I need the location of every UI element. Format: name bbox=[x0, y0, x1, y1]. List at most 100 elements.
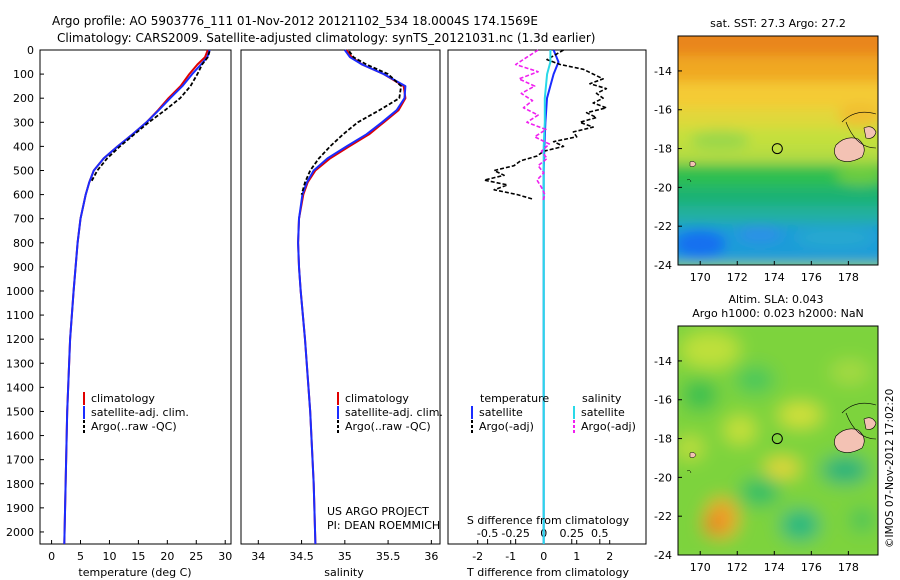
legend-label-climatology: climatology bbox=[345, 392, 409, 405]
difference-legend: temperature salinity satellite Argo(-adj… bbox=[471, 392, 636, 433]
x-tick-label: 20 bbox=[160, 550, 174, 563]
series-satellite-adj-clim bbox=[297, 49, 407, 545]
depth-tick-label: 1800 bbox=[6, 478, 34, 491]
x-tick-label: 35 bbox=[338, 550, 352, 563]
x-tick-label: 10 bbox=[102, 550, 116, 563]
difference-series bbox=[483, 49, 608, 544]
depth-tick-label: 0 bbox=[27, 44, 34, 57]
sst-lat-axis: -14 -16 -18 -20 -22 -24 bbox=[654, 65, 682, 272]
series-satellite-adj-clim bbox=[63, 49, 211, 545]
series-argo-raw-qc bbox=[300, 50, 403, 195]
lat-tick-label: -24 bbox=[654, 259, 672, 272]
imos-timestamp: ©IMOS 07-Nov-2012 17:02:20 bbox=[884, 389, 896, 548]
legend-label-temp-argo: Argo(-adj) bbox=[479, 420, 534, 433]
lon-tick-label: 178 bbox=[838, 271, 859, 284]
lat-tick-label: -18 bbox=[654, 433, 672, 446]
sst-field bbox=[678, 36, 878, 265]
temperature-series bbox=[63, 49, 211, 545]
sla-map: Altim. SLA: 0.043 Argo h1000: 0.023 h200… bbox=[654, 293, 879, 574]
legend-header-temperature: temperature bbox=[480, 392, 549, 405]
lon-tick-label: 176 bbox=[801, 271, 822, 284]
sst-map-frame bbox=[677, 35, 879, 266]
series-argo-raw-qc bbox=[90, 50, 211, 183]
legend-label-argo: Argo(..raw -QC) bbox=[91, 420, 177, 433]
sla-land bbox=[686, 402, 877, 474]
x-tick-label: 34.5 bbox=[289, 550, 314, 563]
lat-tick-label: -14 bbox=[654, 355, 672, 368]
sla-float-marker bbox=[771, 433, 783, 445]
lon-tick-label: 174 bbox=[764, 271, 785, 284]
legend-label-sal-argo: Argo(-adj) bbox=[581, 420, 636, 433]
series-salinity-argo-adj bbox=[514, 49, 551, 203]
salinity-panel: 34 34.5 35 35.5 36 salinity climatology sate… bbox=[240, 49, 443, 579]
depth-tick-label: 1600 bbox=[6, 430, 34, 443]
depth-tick-label: 1200 bbox=[6, 333, 34, 346]
lon-tick-label: 176 bbox=[801, 561, 822, 574]
depth-tick-label: 1300 bbox=[6, 357, 34, 370]
x-tick-label: 34 bbox=[251, 550, 265, 563]
depth-tick-label: 900 bbox=[13, 261, 34, 274]
x-tick-label: 1 bbox=[573, 550, 580, 563]
sst-map-title: sat. SST: 27.3 Argo: 27.2 bbox=[710, 17, 846, 30]
sst-land bbox=[686, 111, 877, 183]
lon-tick-label: 178 bbox=[838, 561, 859, 574]
depth-tick-label: 1100 bbox=[6, 309, 34, 322]
depth-tick-label: 2000 bbox=[6, 526, 34, 539]
lat-tick-label: -22 bbox=[654, 510, 672, 523]
depth-tick-label: 400 bbox=[13, 140, 34, 153]
sla-map-subtitle: Argo h1000: 0.023 h2000: NaN bbox=[692, 307, 864, 320]
series-climatology bbox=[63, 49, 209, 545]
x-tick-label: 0 bbox=[48, 550, 55, 563]
temperature-panel: 0100200300400500600700800900100011001200… bbox=[6, 44, 232, 579]
legend-label-climatology: climatology bbox=[91, 392, 155, 405]
salinity-axes bbox=[240, 49, 441, 545]
sst-float-marker bbox=[771, 143, 783, 155]
x-tick-label: 2 bbox=[606, 550, 613, 563]
depth-tick-label: 700 bbox=[13, 213, 34, 226]
x-tick-label: -2 bbox=[472, 550, 483, 563]
series-temperature-argo-adj bbox=[483, 49, 608, 201]
figure-title-line2: Climatology: CARS2009. Satellite-adjuste… bbox=[57, 31, 595, 45]
x-tick-label: 25 bbox=[189, 550, 203, 563]
series-climatology bbox=[297, 49, 407, 545]
lon-tick-label: 172 bbox=[727, 561, 748, 574]
x-tick-label: -1 bbox=[505, 550, 516, 563]
project-annotation: US ARGO PROJECT bbox=[327, 505, 429, 518]
x-tick-label: 35.5 bbox=[376, 550, 401, 563]
lon-tick-label: 172 bbox=[727, 271, 748, 284]
salinity-legend: climatology satellite-adj. clim. Argo(..… bbox=[337, 392, 443, 433]
pi-annotation: PI: DEAN ROEMMICH bbox=[327, 519, 440, 532]
lat-tick-label: -24 bbox=[654, 549, 672, 562]
salinity-series bbox=[297, 49, 407, 545]
legend-header-salinity: salinity bbox=[582, 392, 622, 405]
depth-tick-label: 200 bbox=[13, 92, 34, 105]
depth-tick-label: 600 bbox=[13, 189, 34, 202]
lat-tick-label: -16 bbox=[654, 104, 672, 117]
temperature-xlabel: temperature (deg C) bbox=[78, 566, 191, 579]
lon-tick-label: 170 bbox=[690, 271, 711, 284]
salinity-x-axis: 34 34.5 35 35.5 36 bbox=[251, 540, 438, 563]
lon-tick-label: 174 bbox=[764, 561, 785, 574]
salinity-xlabel: salinity bbox=[324, 566, 364, 579]
depth-tick-label: 800 bbox=[13, 237, 34, 250]
x-tick-label: 15 bbox=[131, 550, 145, 563]
salinity-difference-axis: -0.5 -0.25 0 0.25 0.5 bbox=[477, 527, 609, 544]
temperature-x-axis: 0 5 10 15 20 25 30 bbox=[48, 540, 232, 563]
x-tick-label: 0 bbox=[540, 550, 547, 563]
difference-panel: -2 -1 0 1 2 -0.5 -0.25 0 0.25 0.5 T difference f… bbox=[447, 49, 647, 579]
legend-label-sal-satellite: satellite bbox=[581, 406, 625, 419]
s-diff-tick-label: -0.5 bbox=[477, 527, 498, 540]
temperature-axes bbox=[39, 49, 232, 545]
sla-map-title: Altim. SLA: 0.043 bbox=[728, 293, 823, 306]
depth-tick-label: 1000 bbox=[6, 285, 34, 298]
x-tick-label: 36 bbox=[424, 550, 438, 563]
x-tick-label: 5 bbox=[77, 550, 84, 563]
legend-label-argo: Argo(..raw -QC) bbox=[345, 420, 431, 433]
legend-label-satellite: satellite-adj. clim. bbox=[91, 406, 189, 419]
lon-tick-label: 170 bbox=[690, 561, 711, 574]
s-diff-tick-label: 0.25 bbox=[560, 527, 585, 540]
temperature-legend: climatology satellite-adj. clim. Argo(..… bbox=[83, 392, 189, 433]
sla-field bbox=[678, 326, 878, 555]
depth-tick-label: 1400 bbox=[6, 381, 34, 394]
